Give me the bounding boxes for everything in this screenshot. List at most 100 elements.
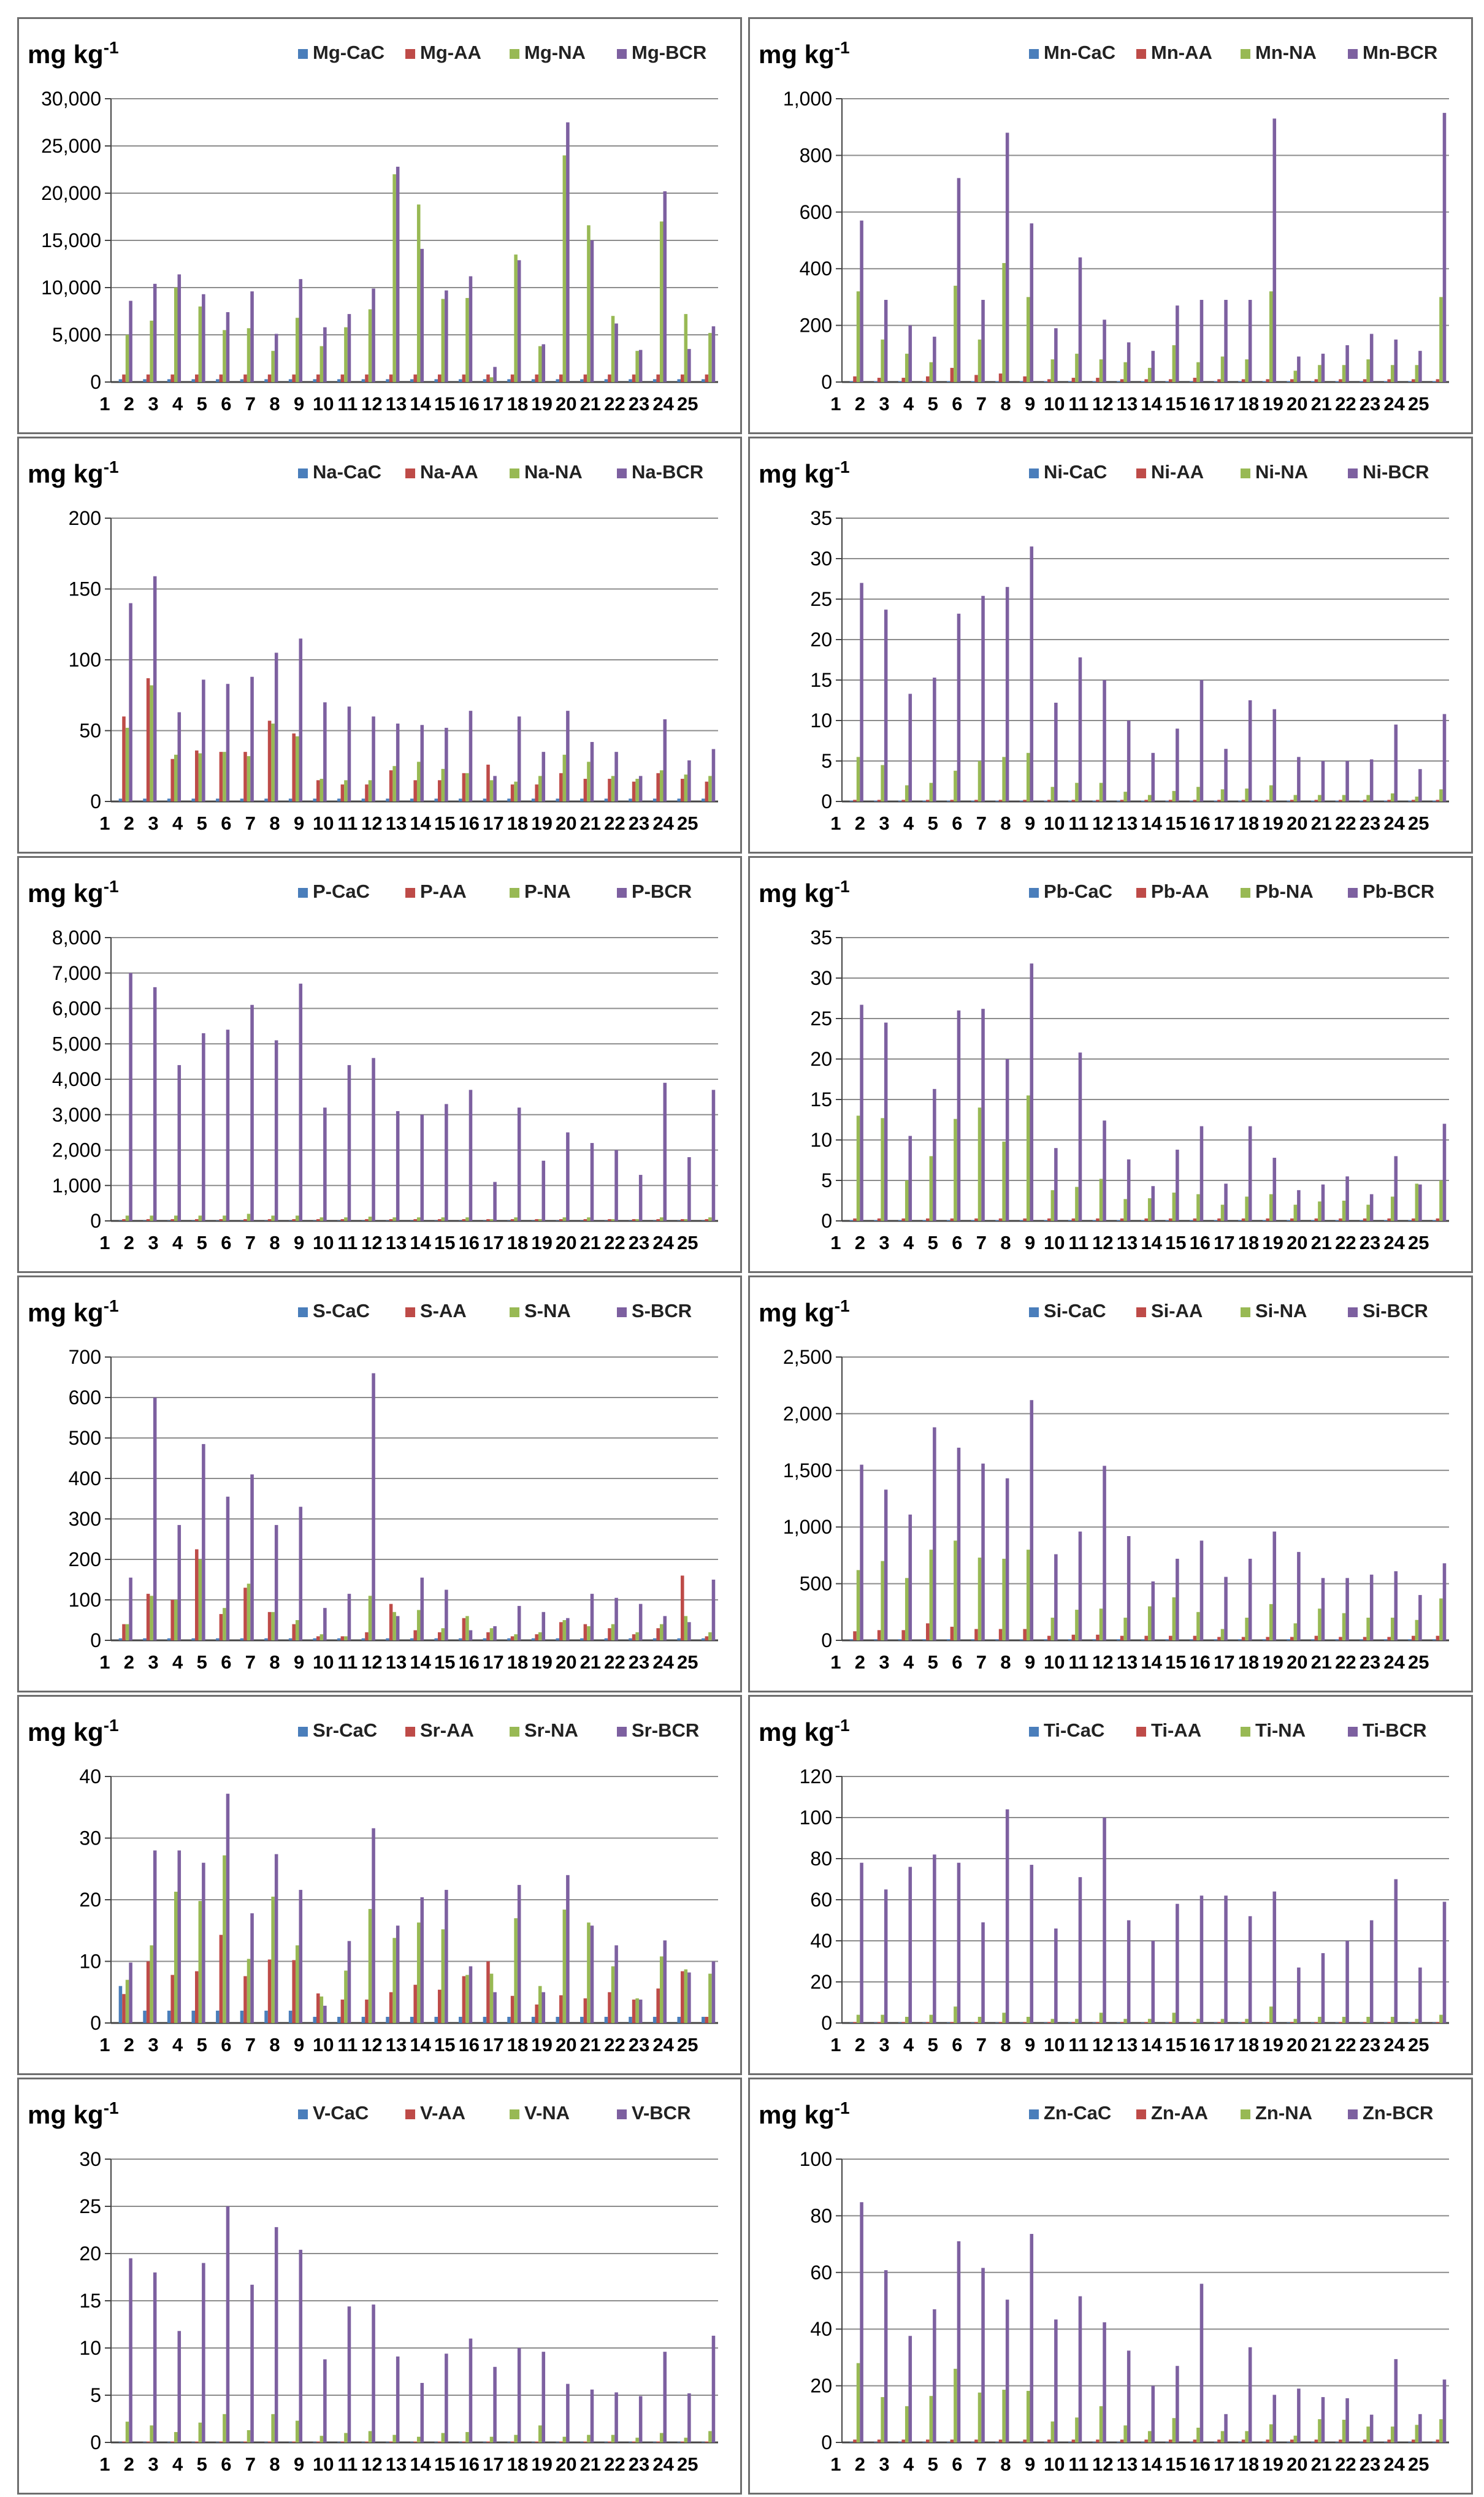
bar-ti-cac-9 — [1044, 2022, 1048, 2023]
bar-na-cac-20 — [580, 798, 584, 801]
bar-si-aa-19 — [1290, 1637, 1294, 1640]
bar-s-na-14 — [441, 1628, 445, 1640]
x-tick-label: 23 — [629, 2453, 649, 2475]
legend-label: Mn-BCR — [1363, 42, 1437, 63]
bar-na-na-24 — [684, 774, 688, 801]
bar-pb-na-24 — [1415, 1183, 1419, 1221]
x-tick-label: 9 — [1025, 2034, 1035, 2055]
x-tick-label: 4 — [172, 813, 183, 834]
bar-ni-bcr-25 — [1442, 714, 1447, 801]
bar-mg-aa-14 — [438, 374, 442, 382]
bar-si-na-15 — [1196, 1612, 1200, 1640]
bar-p-cac-23 — [652, 1220, 657, 1221]
bar-p-bcr-8 — [299, 984, 303, 1221]
bar-mn-bcr-5 — [957, 178, 961, 382]
x-tick-label: 12 — [361, 1651, 382, 1673]
bar-na-bcr-21 — [614, 752, 618, 801]
bar-si-na-5 — [954, 1540, 957, 1640]
bar-mn-aa-2 — [877, 378, 881, 382]
bar-v-aa-2 — [146, 2441, 150, 2442]
bar-s-cac-18 — [531, 1638, 535, 1640]
bar-sr-bcr-24 — [687, 1972, 691, 2023]
bar-p-na-25 — [708, 1217, 712, 1221]
bar-sr-cac-13 — [410, 2016, 414, 2023]
bar-mn-aa-14 — [1169, 379, 1172, 382]
x-tick-label: 24 — [1383, 1232, 1405, 1253]
bar-pb-na-20 — [1318, 1201, 1321, 1221]
bar-v-aa-6 — [243, 2441, 247, 2442]
x-tick-label: 13 — [386, 2034, 407, 2055]
bar-mn-aa-21 — [1339, 379, 1342, 382]
unit-main: mg kg — [759, 1298, 835, 1327]
bar-s-na-11 — [368, 1596, 372, 1640]
x-tick-label: 13 — [1117, 393, 1138, 415]
bar-mn-aa-1 — [853, 376, 857, 382]
x-tick-label: 1 — [830, 1232, 841, 1253]
bar-v-na-16 — [489, 2436, 494, 2442]
bar-na-bcr-25 — [711, 749, 716, 801]
bar-ti-na-17 — [1245, 2019, 1249, 2023]
bar-pb-bcr-11 — [1103, 1120, 1106, 1221]
bar-ni-bcr-20 — [1321, 761, 1325, 801]
bar-mg-aa-23 — [656, 374, 660, 382]
bar-sr-na-24 — [684, 1969, 688, 2023]
legend-swatch — [1241, 468, 1250, 478]
bar-mg-na-8 — [295, 318, 299, 382]
bar-na-na-18 — [538, 776, 542, 801]
bar-si-cac-5 — [947, 1639, 950, 1640]
bar-pb-cac-15 — [1190, 1220, 1193, 1221]
bar-mn-aa-12 — [1120, 379, 1124, 382]
bar-si-bcr-18 — [1272, 1531, 1277, 1640]
bar-pb-na-9 — [1050, 1190, 1055, 1221]
bar-ti-na-11 — [1099, 2013, 1103, 2023]
bar-mn-aa-7 — [998, 373, 1003, 382]
y-tick-label: 0 — [90, 1210, 101, 1232]
bar-sr-aa-16 — [486, 1961, 490, 2023]
bar-mn-bcr-3 — [908, 325, 912, 382]
bar-mg-cac-14 — [434, 379, 438, 382]
bar-zn-aa-7 — [998, 2439, 1003, 2442]
x-tick-label: 14 — [1141, 1651, 1162, 1673]
x-tick-label: 13 — [386, 393, 407, 415]
x-tick-label: 8 — [269, 1232, 280, 1253]
bar-na-cac-25 — [702, 798, 705, 801]
bar-s-cac-22 — [629, 1638, 632, 1640]
bar-mn-bcr-7 — [1005, 132, 1009, 382]
x-tick-label: 22 — [604, 2034, 625, 2055]
bar-zn-bcr-1 — [860, 2202, 863, 2442]
x-tick-label: 17 — [1214, 2453, 1234, 2475]
x-tick-label: 11 — [1068, 2034, 1088, 2055]
bar-v-bcr-19 — [566, 2384, 570, 2442]
x-tick-label: 16 — [459, 1232, 480, 1253]
bar-s-bcr-24 — [687, 1622, 691, 1640]
bar-na-bcr-17 — [517, 716, 521, 801]
bar-na-aa-19 — [559, 773, 563, 801]
y-tick-label: 20 — [79, 1889, 101, 1911]
bar-si-na-22 — [1366, 1618, 1370, 1640]
bar-s-na-24 — [684, 1616, 688, 1640]
bar-na-aa-22 — [632, 781, 636, 801]
x-tick-label: 17 — [1214, 2034, 1234, 2055]
bar-ni-bcr-13 — [1151, 752, 1155, 801]
y-tick-label: 1,500 — [783, 1459, 832, 1482]
legend-swatch — [1241, 888, 1250, 898]
bar-mn-aa-4 — [926, 376, 930, 382]
bar-si-na-9 — [1050, 1618, 1055, 1640]
bar-v-bcr-23 — [663, 2352, 667, 2442]
bar-s-aa-10 — [340, 1636, 345, 1640]
bar-si-bcr-25 — [1442, 1563, 1447, 1640]
bar-mg-cac-11 — [361, 379, 365, 382]
x-tick-label: 3 — [148, 393, 158, 415]
bar-s-cac-9 — [313, 1638, 317, 1640]
bar-ni-bcr-5 — [957, 613, 961, 801]
bar-s-na-16 — [489, 1628, 494, 1640]
chart-svg: mg kg-1 P-CaC P-AA P-NA P-BCR01,0002,0003,00… — [28, 877, 718, 1253]
bar-ni-aa-2 — [877, 800, 881, 801]
bar-ni-aa-13 — [1144, 800, 1148, 801]
bar-p-bcr-19 — [566, 1132, 570, 1221]
x-tick-label: 4 — [903, 2453, 914, 2475]
bar-si-aa-8 — [1023, 1629, 1027, 1640]
bar-na-cac-23 — [652, 798, 657, 801]
bar-pb-bcr-7 — [1005, 1059, 1009, 1221]
bar-zn-na-9 — [1050, 2421, 1055, 2442]
